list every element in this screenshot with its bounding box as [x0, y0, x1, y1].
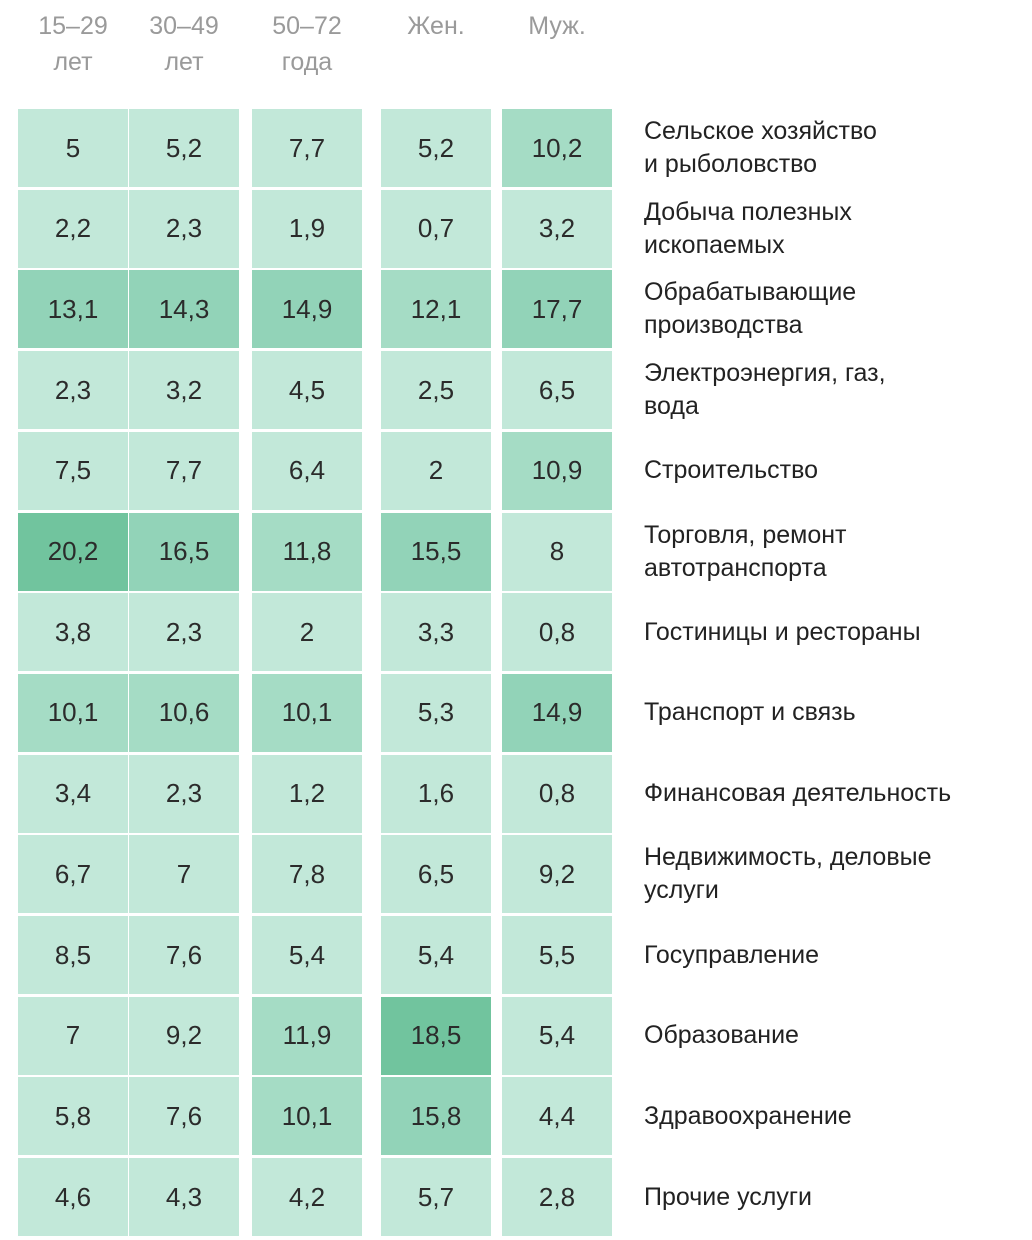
heatmap-cell: 2 [381, 432, 491, 510]
heatmap-cell: 14,3 [129, 270, 239, 348]
row-label: Сельское хозяйство и рыболовство [644, 109, 1029, 187]
row-label: Гостиницы и рестораны [644, 593, 1029, 671]
heatmap-cell: 10,1 [18, 674, 128, 752]
heatmap-cell: 4,6 [18, 1158, 128, 1236]
heatmap-cell: 6,5 [381, 835, 491, 913]
heatmap-cell: 14,9 [502, 674, 612, 752]
column-header: Муж. [497, 8, 617, 44]
heatmap-cell: 4,4 [502, 1077, 612, 1155]
heatmap-cell: 18,5 [381, 997, 491, 1075]
heatmap-cell: 16,5 [129, 513, 239, 591]
row-label: Строительство [644, 432, 1029, 510]
column-header: 50–72 года [247, 8, 367, 80]
heatmap-cell: 3,4 [18, 755, 128, 833]
heatmap-cell: 15,5 [381, 513, 491, 591]
heatmap-cell: 7,8 [252, 835, 362, 913]
column-header-line: Муж. [497, 8, 617, 44]
column-header-line: 30–49 [124, 8, 244, 44]
heatmap-cell: 2 [252, 593, 362, 671]
heatmap-cell: 5,7 [381, 1158, 491, 1236]
column-header-line: года [247, 44, 367, 80]
heatmap-cell: 7,5 [18, 432, 128, 510]
column-header-line: лет [13, 44, 133, 80]
heatmap-cell: 0,8 [502, 593, 612, 671]
heatmap-cell: 6,4 [252, 432, 362, 510]
column-header: Жен. [376, 8, 496, 44]
heatmap-cell: 3,2 [502, 190, 612, 268]
row-label: Обрабатывающие производства [644, 270, 1029, 348]
heatmap-cell: 2,8 [502, 1158, 612, 1236]
heatmap-cell: 13,1 [18, 270, 128, 348]
heatmap-cell: 8,5 [18, 916, 128, 994]
heatmap-cell: 7,7 [129, 432, 239, 510]
heatmap-cell: 7 [129, 835, 239, 913]
row-label: Транспорт и связь [644, 674, 1029, 752]
heatmap-cell: 3,2 [129, 351, 239, 429]
heatmap-cell: 14,9 [252, 270, 362, 348]
column-header: 15–29 лет [13, 8, 133, 80]
heatmap-cell: 7 [18, 997, 128, 1075]
heatmap-cell: 10,9 [502, 432, 612, 510]
heatmap-cell: 5,4 [381, 916, 491, 994]
row-label: Прочие услуги [644, 1158, 1029, 1236]
heatmap-cell: 7,7 [252, 109, 362, 187]
heatmap-cell: 6,7 [18, 835, 128, 913]
heatmap-cell: 2,2 [18, 190, 128, 268]
heatmap-cell: 10,2 [502, 109, 612, 187]
heatmap-cell: 7,6 [129, 916, 239, 994]
row-label: Здравоохранение [644, 1077, 1029, 1155]
heatmap-cell: 10,1 [252, 674, 362, 752]
heatmap-cell: 5,2 [129, 109, 239, 187]
heatmap-cell: 9,2 [129, 997, 239, 1075]
heatmap-cell: 11,9 [252, 997, 362, 1075]
row-label: Торговля, ремонт автотранспорта [644, 513, 1029, 591]
heatmap-cell: 5,3 [381, 674, 491, 752]
heatmap-cell: 9,2 [502, 835, 612, 913]
heatmap-cell: 4,3 [129, 1158, 239, 1236]
heatmap-cell: 3,8 [18, 593, 128, 671]
heatmap-cell: 1,6 [381, 755, 491, 833]
heatmap-cell: 0,7 [381, 190, 491, 268]
heatmap-cell: 5,8 [18, 1077, 128, 1155]
row-label: Финансовая деятельность [644, 755, 1029, 833]
heatmap-cell: 11,8 [252, 513, 362, 591]
heatmap-cell: 7,6 [129, 1077, 239, 1155]
heatmap-cell: 0,8 [502, 755, 612, 833]
heatmap-cell: 6,5 [502, 351, 612, 429]
row-label: Образование [644, 997, 1029, 1075]
heatmap-cell: 12,1 [381, 270, 491, 348]
heatmap-cell: 3,3 [381, 593, 491, 671]
heatmap-cell: 2,3 [129, 190, 239, 268]
heatmap-cell: 17,7 [502, 270, 612, 348]
heatmap-cell: 5 [18, 109, 128, 187]
row-label: Добыча полезных ископаемых [644, 190, 1029, 268]
column-header-line: лет [124, 44, 244, 80]
column-header: 30–49 лет [124, 8, 244, 80]
heatmap-cell: 15,8 [381, 1077, 491, 1155]
heatmap-cell: 8 [502, 513, 612, 591]
heatmap-cell: 5,5 [502, 916, 612, 994]
row-label: Недвижимость, деловые услуги [644, 835, 1029, 913]
heatmap-cell: 4,5 [252, 351, 362, 429]
heatmap-cell: 2,5 [381, 351, 491, 429]
heatmap-cell: 5,4 [502, 997, 612, 1075]
column-header-line: 50–72 [247, 8, 367, 44]
row-label: Электроэнергия, газ, вода [644, 351, 1029, 429]
heatmap-cell: 5,2 [381, 109, 491, 187]
heatmap-cell: 2,3 [129, 593, 239, 671]
heatmap-cell: 2,3 [18, 351, 128, 429]
heatmap-cell: 2,3 [129, 755, 239, 833]
column-header-line: Жен. [376, 8, 496, 44]
heatmap-cell: 10,1 [252, 1077, 362, 1155]
heatmap-cell: 1,9 [252, 190, 362, 268]
heatmap-cell: 5,4 [252, 916, 362, 994]
heatmap-cell: 10,6 [129, 674, 239, 752]
column-header-line: 15–29 [13, 8, 133, 44]
row-label: Госуправление [644, 916, 1029, 994]
heatmap-cell: 1,2 [252, 755, 362, 833]
heatmap-cell: 4,2 [252, 1158, 362, 1236]
heatmap-cell: 20,2 [18, 513, 128, 591]
